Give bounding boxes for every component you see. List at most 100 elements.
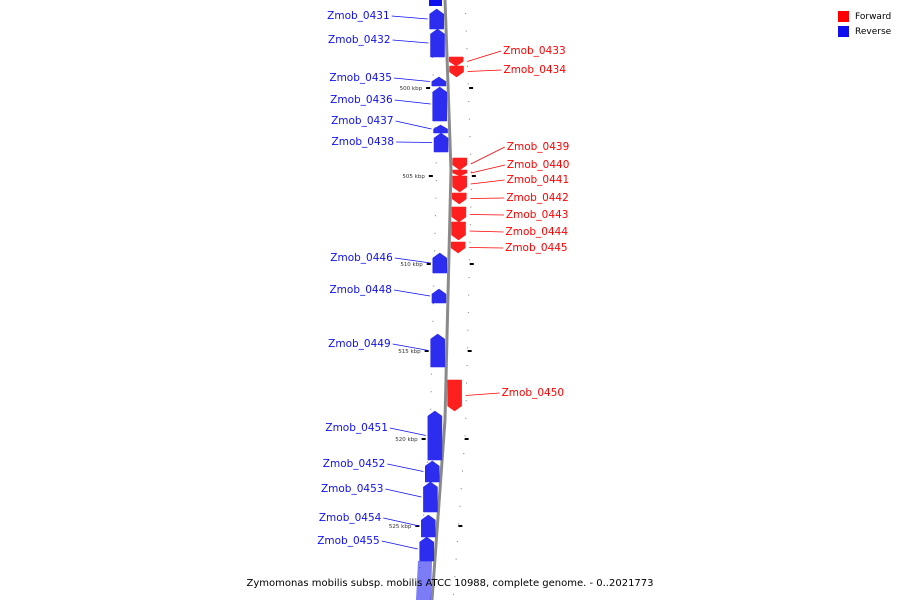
- gene-leader-line: [393, 289, 431, 297]
- gene-label[interactable]: Zmob_0440: [507, 159, 569, 171]
- scale-tick: [415, 525, 420, 527]
- gene-label[interactable]: Zmob_0436: [330, 94, 393, 106]
- gene-arrow-shade: [451, 207, 466, 222]
- gene-label[interactable]: Zmob_0444: [506, 226, 569, 238]
- gene-arrow[interactable]: [452, 175, 467, 193]
- scale-marks: 500 kbp 505 kbp 510 kbp 515 kbp 520 kbp 525 k…: [389, 86, 476, 530]
- gene-arrow[interactable]: [432, 86, 447, 122]
- gene-arrow[interactable]: [452, 157, 468, 171]
- minor-tick: [467, 83, 469, 85]
- minor-tick: [467, 329, 469, 331]
- legend-forward: Forward: [838, 9, 891, 24]
- gene-label[interactable]: Zmob_0442: [506, 192, 568, 204]
- gene-feature[interactable]: Zmob_0439: [452, 141, 569, 171]
- gene-feature[interactable]: Zmob_0437: [331, 115, 448, 134]
- gene-arrow[interactable]: [430, 28, 445, 58]
- gene-label[interactable]: Zmob_0433: [503, 45, 565, 57]
- gene-label[interactable]: Zmob_0448: [329, 284, 391, 296]
- gene-arrow[interactable]: [451, 221, 466, 241]
- gene-arrow[interactable]: [451, 206, 467, 223]
- gene-feature[interactable]: Zmob_0445: [450, 241, 568, 254]
- gene-features: Zmob_0431 Zmob_0432 Zmob_0433 Zmob_0434 Zmob…: [317, 0, 569, 600]
- gene-label[interactable]: Zmob_0451: [325, 422, 387, 434]
- gene-label[interactable]: Zmob_0455: [317, 535, 379, 547]
- gene-leader-line: [383, 517, 420, 527]
- gene-feature[interactable]: Zmob_0449: [328, 333, 445, 368]
- gene-label[interactable]: Zmob_0438: [332, 136, 394, 148]
- minor-tick: [430, 408, 432, 410]
- minor-tick: [455, 558, 457, 560]
- gene-arrow[interactable]: [449, 65, 464, 78]
- gene-arrow[interactable]: [433, 124, 448, 134]
- gene-label[interactable]: Zmob_0434: [504, 64, 567, 76]
- gene-arrow-shade: [451, 242, 466, 253]
- gene-label[interactable]: Zmob_0431: [327, 10, 389, 22]
- gene-label[interactable]: Zmob_0439: [507, 141, 569, 153]
- gene-label[interactable]: Zmob_0450: [502, 387, 564, 399]
- gene-feature[interactable]: Zmob_0442: [452, 192, 569, 205]
- gene-leader-line: [394, 257, 431, 264]
- gene-arrow[interactable]: [425, 460, 440, 483]
- gene-feature[interactable]: Zmob_0455: [317, 535, 434, 562]
- gene-label[interactable]: Zmob_0437: [331, 115, 393, 127]
- gene-feature[interactable]: Zmob_0438: [332, 132, 449, 153]
- gene-feature[interactable]: Zmob_0434: [449, 64, 567, 78]
- gene-feature[interactable]: Zmob_0454: [319, 512, 436, 538]
- gene-label[interactable]: Zmob_0435: [329, 72, 391, 84]
- gene-label[interactable]: Zmob_0445: [505, 242, 567, 254]
- gene-feature[interactable]: Zmob_0444: [451, 221, 569, 241]
- gene-arrow-shade: [427, 411, 442, 460]
- scale-tick: [428, 175, 433, 177]
- gene-arrow[interactable]: [448, 56, 464, 67]
- forward-swatch: [838, 11, 849, 22]
- gene-label[interactable]: Zmob_0454: [319, 512, 382, 524]
- gene-arrow[interactable]: [452, 192, 467, 205]
- gene-feature[interactable]: Zmob_0436: [330, 86, 447, 122]
- gene-arrow-shade: [430, 334, 445, 367]
- gene-arrow[interactable]: [447, 379, 462, 412]
- gene-feature[interactable]: Zmob_0450: [447, 379, 564, 412]
- gene-label[interactable]: Zmob_0441: [507, 174, 569, 186]
- gene-arrow[interactable]: [423, 481, 438, 513]
- gene-label[interactable]: Zmob_0443: [506, 209, 568, 221]
- gene-label[interactable]: Zmob_0432: [328, 34, 390, 46]
- gene-arrow[interactable]: [419, 536, 434, 562]
- genome-axis: [443, 169, 453, 421]
- gene-arrow[interactable]: [421, 514, 436, 538]
- gene-feature[interactable]: Zmob_0443: [451, 206, 568, 223]
- gene-feature[interactable]: Zmob_0453: [321, 481, 438, 513]
- gene-feature[interactable]: Zmob_0432: [328, 28, 445, 58]
- gene-label[interactable]: Zmob_0452: [323, 458, 385, 470]
- minor-tick: [454, 576, 456, 578]
- gene-feature[interactable]: Zmob_0452: [323, 458, 440, 483]
- gene-arrow[interactable]: [429, 8, 444, 30]
- gene-feature[interactable]: Zmob_0448: [329, 284, 447, 304]
- gene-leader-line: [385, 488, 422, 498]
- gene-leader-line: [391, 15, 428, 20]
- gene-arrow[interactable]: [427, 410, 443, 461]
- gene-label[interactable]: Zmob_0446: [330, 252, 393, 264]
- gene-arrow[interactable]: [432, 252, 448, 274]
- gene-arrow[interactable]: [452, 169, 468, 177]
- gene-arrow[interactable]: [430, 333, 445, 368]
- gene-label[interactable]: Zmob_0449: [328, 338, 390, 350]
- gene-feature[interactable]: Zmob_0435: [329, 72, 447, 87]
- minor-tick: [432, 74, 434, 76]
- gene-label[interactable]: Zmob_0453: [321, 483, 383, 495]
- gene-feature[interactable]: Zmob_0433: [448, 45, 566, 67]
- minor-tick: [466, 347, 468, 349]
- gene-arrow[interactable]: [450, 241, 466, 254]
- minor-tick: [432, 320, 434, 322]
- gene-arrow[interactable]: [433, 132, 449, 153]
- gene-arrow[interactable]: [431, 76, 447, 87]
- gene-feature[interactable]: Zmob_0441: [452, 174, 569, 193]
- gene-feature[interactable]: Zmob_0451: [325, 410, 443, 461]
- gene-feature[interactable]: Zmob_0446: [330, 252, 448, 274]
- gene-feature[interactable]: Zmob_0440: [452, 159, 569, 177]
- gene-arrow-shade: [419, 537, 434, 561]
- minor-tick: [461, 470, 463, 472]
- gene-arrow[interactable]: [431, 288, 447, 304]
- gene-feature[interactable]: Zmob_0431: [327, 8, 444, 30]
- gene-leader-line: [467, 69, 502, 72]
